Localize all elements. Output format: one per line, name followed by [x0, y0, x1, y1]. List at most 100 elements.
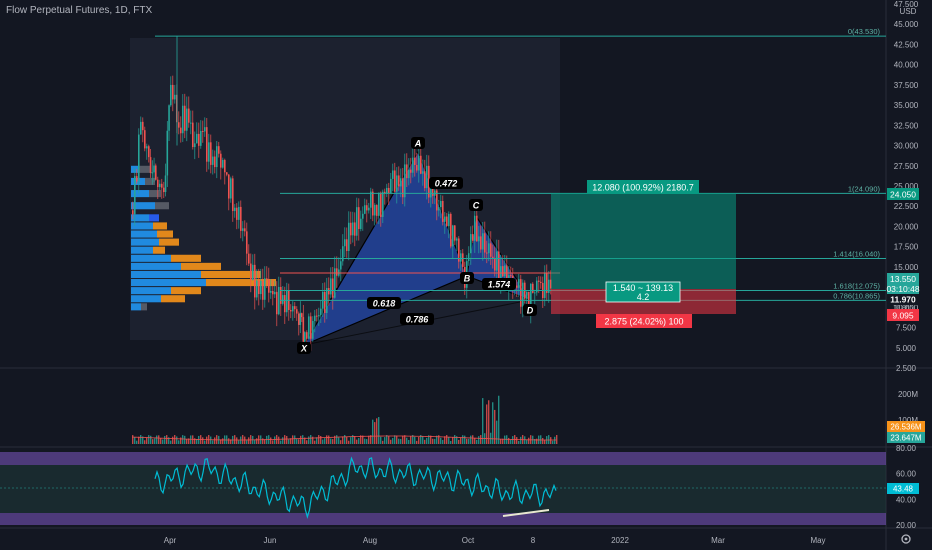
candle-body	[378, 192, 380, 216]
candle-body	[462, 253, 464, 268]
volume-bar	[238, 440, 240, 444]
volume-bar	[380, 436, 382, 444]
volume-bar	[318, 435, 320, 444]
candle-body	[390, 178, 392, 194]
volume-bar	[156, 435, 158, 444]
volume-bar	[470, 435, 472, 444]
volume-bar	[434, 438, 436, 444]
candle-body	[226, 172, 228, 175]
volume-bar	[256, 438, 258, 444]
candle-body	[178, 122, 180, 128]
candle-body	[486, 252, 488, 254]
candle-body	[540, 281, 542, 283]
ratio-bc-label: 1.574	[488, 280, 511, 290]
candle-body	[286, 290, 288, 313]
volume-bar	[178, 440, 180, 444]
candle-body	[432, 187, 434, 196]
candle-body	[372, 191, 374, 216]
candle-body	[442, 201, 444, 222]
gear-icon[interactable]	[901, 534, 911, 544]
volume-tick-200m: 200M	[898, 390, 918, 399]
candle-body	[366, 205, 368, 211]
candle-body	[212, 156, 214, 165]
profile-bar-up	[131, 190, 149, 198]
candle-body	[210, 142, 212, 165]
candle-body	[232, 178, 234, 212]
volume-bar	[452, 436, 454, 444]
profile-bar-up	[131, 279, 206, 287]
candle-body	[276, 291, 278, 315]
candle-body	[136, 176, 138, 182]
target-zone[interactable]	[551, 193, 736, 289]
candle-body	[146, 146, 148, 149]
candle-body	[496, 251, 498, 271]
stop-price-label: 9.095	[892, 311, 914, 321]
candle-body	[482, 233, 484, 250]
volume-bar	[176, 436, 178, 444]
candle-body	[208, 142, 210, 162]
volume-bar	[496, 420, 498, 444]
time-tick: Aug	[363, 536, 377, 545]
rsi-tick: 80.00	[896, 444, 917, 453]
volume-bar	[432, 438, 434, 444]
candle-body	[426, 165, 428, 189]
profile-bar-up	[131, 262, 181, 270]
candle-body	[332, 278, 334, 298]
time-tick: Apr	[164, 536, 177, 545]
volume-bar	[160, 438, 162, 444]
volume-bar	[210, 436, 212, 444]
price-axis[interactable]: 47.500 45.000 42.500 40.000 37.500 35.000 32.5…	[894, 0, 919, 373]
volume-bar	[332, 439, 334, 444]
volume-bar	[164, 435, 166, 444]
candle-body	[510, 275, 512, 277]
volume-bar	[542, 438, 544, 444]
volume-bar	[476, 439, 478, 444]
candle-body	[142, 121, 144, 131]
price-tick: 25.000	[894, 182, 919, 191]
price-tick: 40.000	[894, 61, 919, 70]
price-tick: 7.500	[896, 324, 917, 333]
volume-value-label: 23.647M	[890, 434, 921, 443]
volume-bar	[136, 440, 138, 444]
volume-bar	[520, 436, 522, 444]
candle-body	[354, 222, 356, 236]
volume-bar	[166, 435, 168, 444]
volume-bar	[362, 435, 364, 444]
volume-bar	[366, 439, 368, 444]
profile-bar-down	[157, 230, 173, 238]
time-axis[interactable]: Apr Jun Aug Oct 8 2022 Mar May	[164, 536, 826, 545]
profile-bar-up	[131, 287, 171, 295]
volume-bar	[304, 437, 306, 444]
volume-bar	[468, 438, 470, 444]
price-tick: 27.500	[894, 162, 919, 171]
price-tick: 45.000	[894, 20, 919, 29]
candle-body	[166, 130, 169, 176]
candle-body	[364, 205, 366, 214]
volume-bar	[378, 417, 380, 444]
profile-bar-up	[131, 214, 149, 222]
volume-bar	[554, 436, 556, 444]
volume-bar	[264, 439, 266, 444]
volume-bar	[356, 439, 358, 444]
volume-bar	[148, 435, 150, 444]
volume-bar	[272, 440, 274, 444]
candle-body	[192, 122, 194, 148]
candle-body	[416, 164, 418, 171]
price-tick: 32.500	[894, 121, 919, 130]
volume-bar	[182, 435, 184, 444]
price-tick: 20.000	[894, 222, 919, 231]
candle-body	[132, 210, 134, 215]
volume-bar	[354, 436, 356, 444]
candle-body	[494, 258, 496, 271]
candle-body	[172, 84, 174, 100]
volume-bar	[140, 435, 142, 444]
candle-body	[490, 243, 492, 257]
candle-body	[202, 130, 204, 132]
volume-bar	[312, 436, 314, 444]
volume-bar	[516, 437, 518, 444]
volume-tick-100m: 100M	[898, 416, 918, 425]
profile-bar-down	[201, 270, 261, 279]
candle-body	[518, 279, 520, 288]
candle-body	[274, 291, 276, 295]
